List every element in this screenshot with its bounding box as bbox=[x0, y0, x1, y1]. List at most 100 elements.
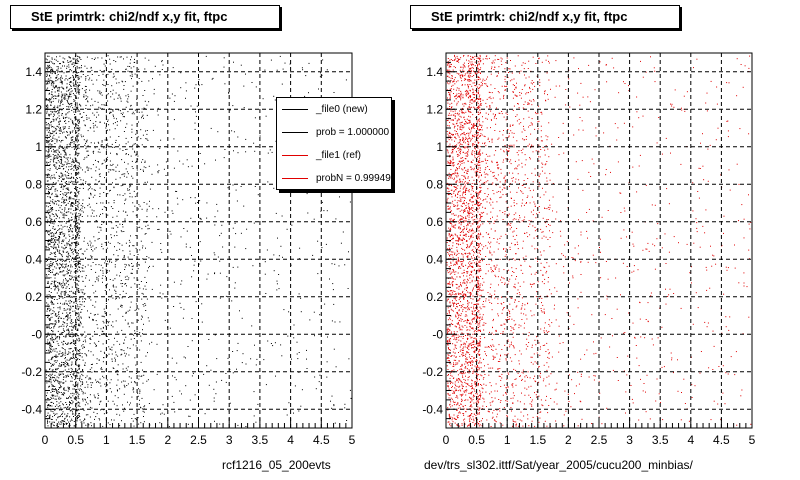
scatter-point bbox=[503, 187, 505, 189]
scatter-point bbox=[127, 279, 129, 281]
scatter-point bbox=[51, 89, 53, 90]
scatter-point bbox=[76, 324, 77, 326]
scatter-point bbox=[232, 227, 234, 229]
scatter-point bbox=[110, 91, 112, 93]
scatter-point bbox=[179, 302, 181, 304]
scatter-point bbox=[83, 270, 85, 272]
scatter-point bbox=[489, 92, 491, 93]
scatter-point bbox=[59, 120, 61, 122]
scatter-point bbox=[141, 80, 143, 82]
scatter-point bbox=[57, 195, 59, 197]
scatter-point bbox=[534, 425, 536, 427]
scatter-point bbox=[67, 374, 69, 376]
scatter-point bbox=[53, 134, 55, 136]
y-tick-label: 1.2 bbox=[25, 102, 42, 116]
scatter-point bbox=[170, 258, 171, 260]
scatter-point bbox=[48, 405, 50, 406]
scatter-point bbox=[84, 207, 86, 209]
scatter-point bbox=[74, 242, 76, 244]
scatter-point bbox=[79, 416, 81, 417]
scatter-point bbox=[117, 370, 119, 372]
scatter-point bbox=[141, 208, 143, 210]
scatter-point bbox=[53, 83, 55, 84]
scatter-point bbox=[46, 67, 47, 69]
scatter-point bbox=[448, 294, 450, 295]
scatter-point bbox=[92, 318, 94, 320]
scatter-point bbox=[118, 297, 120, 299]
scatter-point bbox=[130, 338, 132, 340]
scatter-point bbox=[457, 322, 459, 323]
scatter-point bbox=[457, 119, 459, 121]
scatter-point bbox=[65, 278, 66, 280]
scatter-point bbox=[550, 293, 552, 295]
scatter-point bbox=[50, 220, 52, 222]
scatter-point bbox=[68, 111, 70, 113]
scatter-point bbox=[491, 260, 493, 262]
scatter-point bbox=[169, 327, 171, 329]
scatter-point bbox=[77, 191, 79, 193]
scatter-point bbox=[110, 111, 112, 113]
scatter-point bbox=[48, 150, 50, 152]
scatter-point bbox=[55, 378, 57, 380]
scatter-point bbox=[74, 413, 76, 415]
scatter-point bbox=[79, 303, 81, 305]
scatter-point bbox=[187, 423, 189, 425]
scatter-point bbox=[108, 321, 110, 323]
scatter-point bbox=[76, 149, 78, 150]
scatter-point bbox=[138, 388, 139, 390]
scatter-point bbox=[65, 175, 67, 177]
scatter-point bbox=[76, 376, 78, 378]
scatter-point bbox=[104, 161, 106, 163]
scatter-point bbox=[90, 387, 92, 388]
scatter-point bbox=[541, 162, 543, 164]
scatter-point bbox=[58, 396, 60, 398]
scatter-point bbox=[79, 402, 81, 404]
scatter-point bbox=[57, 107, 59, 109]
scatter-point bbox=[76, 169, 78, 171]
scatter-point bbox=[68, 197, 70, 199]
scatter-point bbox=[54, 398, 56, 400]
scatter-point bbox=[48, 124, 50, 126]
scatter-point bbox=[73, 352, 75, 354]
scatter-point bbox=[134, 283, 136, 285]
scatter-point bbox=[101, 163, 103, 165]
scatter-point bbox=[62, 393, 64, 395]
scatter-point bbox=[240, 186, 242, 187]
scatter-point bbox=[54, 334, 56, 336]
scatter-point bbox=[112, 76, 114, 78]
scatter-point bbox=[234, 282, 236, 284]
scatter-point bbox=[62, 323, 64, 325]
scatter-point bbox=[58, 398, 59, 400]
scatter-point bbox=[81, 373, 83, 375]
scatter-point bbox=[501, 373, 503, 375]
scatter-point bbox=[68, 177, 70, 179]
scatter-point bbox=[626, 266, 628, 267]
scatter-point bbox=[60, 161, 62, 163]
scatter-point bbox=[469, 277, 471, 279]
scatter-point bbox=[465, 169, 467, 171]
scatter-point bbox=[276, 289, 278, 291]
scatter-point bbox=[66, 324, 68, 326]
scatter-point bbox=[47, 349, 49, 351]
scatter-point bbox=[569, 282, 570, 284]
scatter-point bbox=[142, 169, 144, 171]
scatter-point bbox=[116, 384, 118, 386]
scatter-point bbox=[146, 138, 148, 140]
scatter-point bbox=[82, 203, 84, 205]
scatter-point bbox=[72, 136, 74, 138]
scatter-point bbox=[74, 192, 76, 194]
scatter-point bbox=[47, 151, 49, 153]
scatter-point bbox=[50, 178, 52, 180]
scatter-point bbox=[47, 83, 49, 85]
scatter-point bbox=[71, 277, 73, 279]
scatter-point bbox=[458, 208, 460, 210]
scatter-point bbox=[76, 353, 78, 355]
scatter-point bbox=[86, 375, 88, 377]
scatter-point bbox=[98, 174, 100, 176]
scatter-point bbox=[77, 306, 79, 308]
scatter-point bbox=[480, 374, 482, 376]
scatter-point bbox=[573, 323, 575, 325]
scatter-point bbox=[265, 115, 267, 117]
scatter-point bbox=[179, 390, 181, 392]
scatter-point bbox=[517, 103, 518, 104]
